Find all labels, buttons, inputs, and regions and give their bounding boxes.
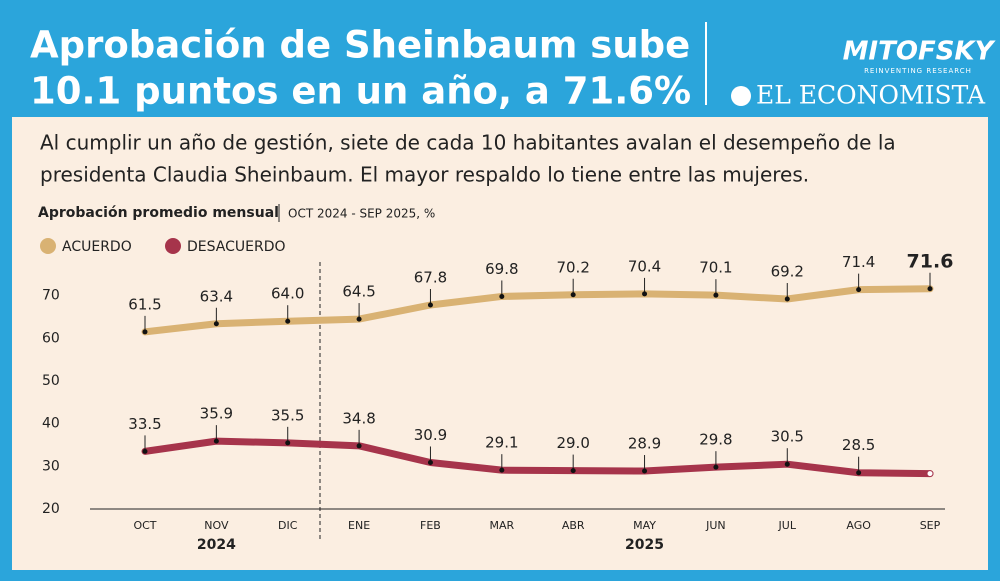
series-line	[141, 285, 934, 336]
point	[142, 448, 148, 454]
data-label: 70.2	[556, 258, 589, 276]
data-label: 29.0	[556, 434, 589, 452]
legend-label: ACUERDO	[62, 239, 132, 255]
year-label: 2024	[197, 537, 236, 553]
x-tick-label: JUL	[778, 519, 797, 532]
data-label: 63.4	[200, 287, 233, 305]
x-tick-label: JUN	[705, 519, 726, 532]
data-label: 28.5	[842, 436, 875, 454]
data-label: 71.6	[907, 250, 954, 272]
point	[570, 292, 576, 298]
chart-subtitle: OCT 2024 - SEP 2025, %	[288, 207, 435, 221]
data-label: 67.8	[414, 268, 447, 286]
data-label: 35.5	[271, 406, 304, 424]
point	[356, 316, 362, 322]
point	[570, 468, 576, 474]
y-tick-label: 30	[42, 458, 60, 474]
point	[784, 461, 790, 467]
x-tick-label: MAR	[489, 519, 514, 532]
data-label: 69.2	[771, 263, 804, 281]
point	[713, 292, 719, 298]
point	[856, 470, 862, 476]
logo: MITOFSKY	[843, 37, 997, 67]
title-line: 10.1 puntos en un año, a 71.6%	[30, 70, 691, 113]
data-label: 30.9	[414, 426, 447, 444]
logo-tagline: REINVENTING RESEARCH	[864, 67, 972, 75]
point	[427, 459, 433, 465]
publisher: EL ECONOMISTA	[756, 81, 986, 110]
point	[213, 438, 219, 444]
data-label: 71.4	[842, 253, 875, 271]
y-tick-label: 20	[42, 501, 60, 517]
data-label: 29.8	[699, 431, 732, 449]
data-label: 69.8	[485, 260, 518, 278]
point	[142, 329, 148, 335]
y-tick-label: 40	[42, 416, 60, 432]
year-label: 2025	[625, 537, 664, 553]
point	[427, 302, 433, 308]
point	[356, 443, 362, 449]
x-tick-label: ABR	[562, 519, 585, 532]
legend-swatch	[165, 238, 181, 254]
x-tick-label: MAY	[633, 519, 656, 532]
point	[927, 286, 933, 292]
point	[642, 291, 648, 297]
chart-title: Aprobación promedio mensual	[38, 205, 279, 221]
data-label: 29.1	[485, 434, 518, 452]
x-tick-label: FEB	[420, 519, 441, 532]
title-line: Aprobación de Sheinbaum sube	[30, 24, 690, 67]
data-label: 28.9	[628, 435, 661, 453]
point	[285, 318, 291, 324]
x-tick-label: SEP	[920, 519, 941, 532]
x-tick-label: OCT	[133, 519, 156, 532]
x-tick-label: AGO	[846, 519, 871, 532]
point	[642, 468, 648, 474]
legend-swatch	[40, 238, 56, 254]
data-label: 64.0	[271, 285, 304, 303]
x-tick-label: DIC	[278, 519, 298, 532]
panel	[12, 117, 988, 570]
point	[499, 293, 505, 299]
data-label: 64.5	[342, 283, 375, 301]
point	[713, 464, 719, 470]
legend-label: DESACUERDO	[187, 239, 286, 255]
y-tick-label: 60	[42, 330, 60, 346]
data-label: 70.1	[699, 259, 732, 277]
point	[213, 321, 219, 327]
y-tick-label: 70	[42, 288, 60, 304]
data-label: 34.8	[342, 409, 375, 427]
x-tick-label: NOV	[204, 519, 229, 532]
data-label: 35.9	[200, 405, 233, 423]
publisher-icon	[731, 86, 751, 106]
subtitle-line: Al cumplir un año de gestión, siete de c…	[40, 131, 896, 155]
point	[285, 440, 291, 446]
point	[856, 287, 862, 293]
series-line	[141, 437, 934, 478]
subtitle-line: presidenta Claudia Sheinbaum. El mayor r…	[40, 163, 809, 187]
point	[926, 470, 934, 478]
x-tick-label: ENE	[348, 519, 370, 532]
data-label: 30.5	[771, 428, 804, 446]
data-label: 61.5	[128, 295, 161, 313]
y-tick-label: 50	[42, 373, 60, 389]
data-label: 33.5	[128, 415, 161, 433]
point	[784, 296, 790, 302]
point	[499, 467, 505, 473]
data-label: 70.4	[628, 257, 661, 275]
